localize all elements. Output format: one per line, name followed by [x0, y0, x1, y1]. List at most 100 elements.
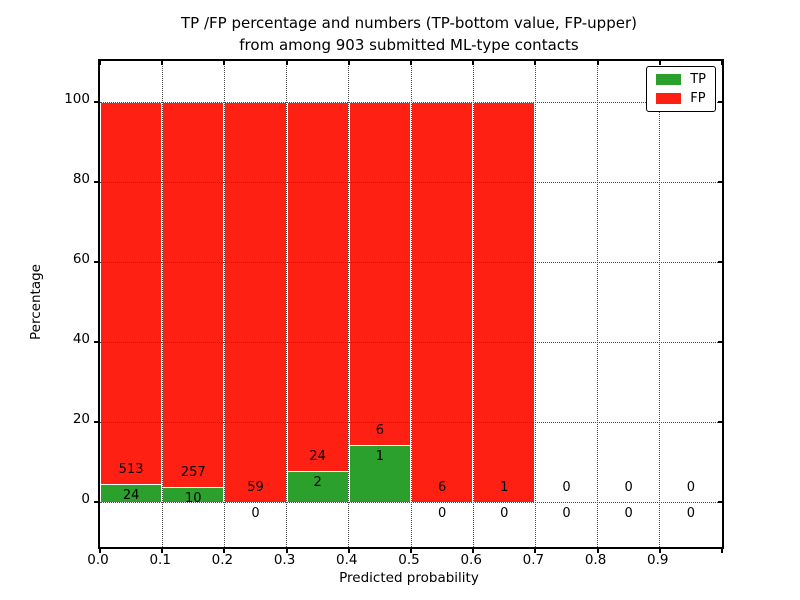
- y-tick: [94, 341, 100, 343]
- tp-count-label: 0: [562, 506, 571, 521]
- fp-count-label: 1: [500, 480, 509, 495]
- tp-count-label: 0: [251, 506, 260, 521]
- legend-item-fp: FP: [656, 92, 706, 105]
- tp-count-label: 24: [122, 488, 140, 504]
- legend-item-tp: TP: [656, 73, 706, 86]
- legend-label-tp: TP: [690, 72, 706, 87]
- x-tick-label: 0.4: [336, 552, 358, 568]
- gridline-x: [659, 61, 661, 547]
- y-tick: [94, 421, 100, 423]
- y-tick: [94, 501, 100, 503]
- x-tick-label: 0.6: [460, 552, 482, 568]
- fp-swatch: [656, 93, 682, 104]
- y-tick-inner: [718, 261, 722, 263]
- fp-count-label: 0: [686, 480, 696, 495]
- y-tick-inner: [718, 421, 722, 423]
- fp-count-label: 257: [180, 465, 206, 481]
- y-tick-inner: [718, 501, 722, 503]
- gridline-x: [410, 61, 412, 547]
- x-tick: [410, 547, 412, 553]
- x-tick: [658, 547, 661, 553]
- x-tick-label: 0.9: [647, 552, 669, 568]
- x-tick-label: 0.5: [398, 552, 420, 568]
- y-tick-label: 100: [64, 91, 90, 107]
- fp-count-label: 0: [562, 480, 571, 495]
- gridline-x: [534, 61, 536, 547]
- legend: TP FP: [646, 66, 716, 112]
- bar-segment-fp: [348, 102, 411, 445]
- x-tick-label: 0.8: [584, 552, 607, 568]
- chart-title-line1: TP /FP percentage and numbers (TP-bottom…: [181, 14, 637, 32]
- x-tick-inner: [472, 61, 475, 65]
- fp-count-label: 24: [309, 449, 326, 465]
- x-tick-label: 0.2: [211, 552, 234, 568]
- x-tick-inner: [658, 61, 661, 65]
- x-tick-inner: [596, 61, 599, 65]
- chart-title-line2: from among 903 submitted ML-type contact…: [239, 36, 579, 54]
- bar-segment-tp: [162, 487, 225, 502]
- x-tick-label: 0.0: [87, 552, 109, 568]
- bar-segment-fp: [100, 102, 163, 485]
- gridline-x: [597, 61, 599, 547]
- fp-count-label: 59: [247, 480, 264, 495]
- x-tick-label: 0.1: [149, 552, 171, 568]
- tp-count-label: 0: [500, 506, 509, 521]
- bar-segment-tp: [348, 444, 411, 502]
- x-tick-inner: [223, 61, 226, 65]
- tp-count-label: 2: [313, 475, 322, 491]
- y-tick-inner: [718, 101, 722, 103]
- x-tick-inner: [347, 61, 350, 65]
- x-tick: [99, 547, 101, 553]
- y-axis-label: Percentage: [28, 264, 44, 340]
- fp-count-label: 513: [118, 462, 144, 478]
- y-tick: [94, 261, 100, 263]
- x-axis-label: Predicted probability: [339, 570, 479, 586]
- x-tick-label: 0.7: [522, 552, 545, 568]
- tp-count-label: 1: [375, 448, 385, 464]
- y-tick-label: 20: [72, 411, 90, 427]
- x-tick: [472, 547, 475, 553]
- x-tick: [347, 547, 350, 553]
- x-tick: [161, 547, 164, 553]
- bar-segment-tp: [100, 484, 163, 502]
- x-tick-inner: [285, 61, 288, 65]
- bar-segment-fp: [411, 102, 474, 502]
- bar-segment-fp: [473, 102, 536, 502]
- bar-segment-fp: [162, 102, 225, 488]
- bar-segment-fp: [286, 102, 349, 472]
- x-tick-inner: [534, 61, 537, 65]
- tp-count-label: 0: [624, 506, 633, 521]
- x-tick-inner: [161, 61, 164, 65]
- gridline-x: [223, 61, 225, 547]
- x-tick-inner: [99, 61, 101, 65]
- y-tick-inner: [718, 341, 722, 343]
- tp-swatch: [656, 74, 682, 85]
- x-tick: [534, 547, 537, 553]
- y-tick: [94, 181, 100, 183]
- gridline-x: [286, 61, 288, 547]
- bar-segment-fp: [224, 102, 287, 502]
- y-tick-label: 40: [72, 331, 90, 347]
- x-tick: [721, 547, 723, 553]
- fp-count-label: 6: [437, 480, 447, 495]
- y-tick: [94, 101, 100, 103]
- legend-label-fp: FP: [690, 91, 706, 106]
- y-tick-label: 80: [72, 171, 90, 187]
- tp-count-label: 10: [185, 491, 202, 507]
- x-tick-inner: [721, 61, 723, 65]
- x-tick-inner: [410, 61, 412, 65]
- x-tick-label: 0.3: [273, 552, 296, 568]
- x-tick: [596, 547, 599, 553]
- y-tick-inner: [718, 181, 722, 183]
- fp-count-label: 0: [624, 480, 633, 495]
- chart-title: TP /FP percentage and numbers (TP-bottom…: [98, 12, 720, 56]
- x-tick: [285, 547, 288, 553]
- gridline-x: [348, 61, 350, 547]
- y-tick-label: 60: [72, 251, 90, 267]
- gridline-x: [161, 61, 163, 547]
- tp-count-label: 0: [686, 506, 696, 521]
- bar-segment-tp: [286, 471, 349, 502]
- plot-area: TP FP 513 24 257 10 59 0 24 2 6 1 6 0 1 0 0 0 0 0 0 0: [94, 59, 724, 553]
- x-tick: [223, 547, 226, 553]
